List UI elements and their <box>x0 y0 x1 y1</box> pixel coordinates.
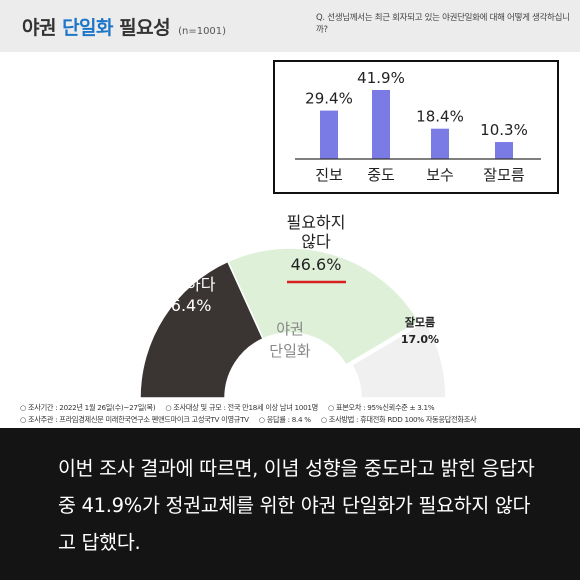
bar-3 <box>431 128 449 159</box>
bar-category-label: 중도 <box>367 166 395 184</box>
notes-row-1: ○ 조사기간 : 2022년 1월 26일(수)~27일(목) ○ 조사대상 및… <box>20 402 570 414</box>
slice-label-no-need-line1: 필요하지 <box>287 213 346 232</box>
survey-question: Q. 선생님께서는 최근 회자되고 있는 야권단일화에 대해 어떻게 생각하십니… <box>316 13 570 35</box>
title-accent: 단일화 <box>62 17 114 39</box>
slice-value-no-need: 46.6% <box>291 255 342 274</box>
note-response-rate: ○ 응답률 : 8.4 % <box>258 415 311 424</box>
title-prefix: 야권 <box>22 17 63 39</box>
note-sample: ○ 조사대상 및 규모 : 전국 만18세 이상 남녀 1001명 <box>165 403 318 412</box>
note-period: ○ 조사기간 : 2022년 1월 26일(수)~27일(목) <box>20 403 156 412</box>
donut-slice-1 <box>139 260 265 399</box>
bar-value-label: 10.3% <box>480 121 528 139</box>
caption-text: 이번 조사 결과에 따르면, 이념 성향을 중도라고 밝힌 응답자 중 41.9… <box>58 457 535 554</box>
slice-value-unsure: 17.0% <box>401 333 439 346</box>
slice-value-need: 36.4% <box>161 296 212 315</box>
bar-category-label: 진보 <box>315 166 343 184</box>
header-bar: 야권 단일화 필요성 (n=1001) Q. 선생님께서는 최근 회자되고 있는 … <box>0 0 580 52</box>
donut-center-label-line1: 야권 <box>276 320 304 338</box>
title-suffix: 필요성 <box>113 17 171 39</box>
donut-center-label-line2: 단일화 <box>269 342 311 360</box>
note-error: ○ 표본오차 : 95%신뢰수준 ± 3.1% <box>327 403 435 412</box>
bar-category-label: 보수 <box>426 166 454 184</box>
bar-2 <box>372 90 390 159</box>
bar-category-label: 잘모름 <box>483 166 525 184</box>
bar-4 <box>495 142 513 159</box>
note-sponsor: ○ 조사주관 : 프라임경제신문 미래한국연구소 펜앤드마이크 고성국TV 이영… <box>20 415 249 424</box>
donut-slice-3 <box>350 320 447 399</box>
bar-value-label: 18.4% <box>416 108 464 126</box>
bar-value-label: 29.4% <box>305 90 353 108</box>
bar-value-label: 41.9% <box>357 69 405 87</box>
sample-size: (n=1001) <box>178 26 227 37</box>
survey-notes: ○ 조사기간 : 2022년 1월 26일(수)~27일(목) ○ 조사대상 및… <box>20 402 570 426</box>
bar-1 <box>320 110 338 159</box>
note-method: ○ 조사방법 : 휴대전화 RDD 100% 자동응답전화조사 <box>320 415 477 424</box>
caption-box: 이번 조사 결과에 따르면, 이념 성향을 중도라고 밝힌 응답자 중 41.9… <box>0 428 580 580</box>
page-title: 야권 단일화 필요성 (n=1001) <box>22 13 226 40</box>
slice-label-unsure: 잘모름 <box>405 316 435 329</box>
donut-slice-2 <box>226 247 421 366</box>
slice-label-no-need-line2: 않다 <box>301 232 331 251</box>
ideology-bar-chart-box: 29.4% 진보 41.9% 중도 18.4% 보수 10.3% 잘모름 <box>273 60 559 194</box>
ideology-bar-chart: 29.4% 진보 41.9% 중도 18.4% 보수 10.3% 잘모름 <box>295 69 541 184</box>
notes-row-2: ○ 조사주관 : 프라임경제신문 미래한국연구소 펜앤드마이크 고성국TV 이영… <box>20 414 570 426</box>
slice-label-need: 필요하다 <box>157 275 216 294</box>
